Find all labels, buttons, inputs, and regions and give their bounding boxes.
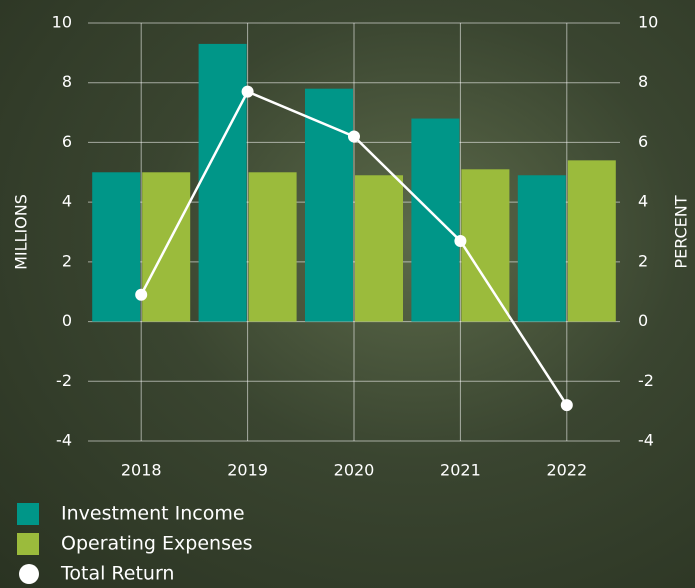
y2-axis-title: PERCENT [672, 195, 691, 268]
y2-tick-label: -4 [638, 431, 654, 450]
line-point [135, 288, 148, 301]
y-tick-label: 4 [62, 192, 72, 211]
y2-tick-label: 0 [638, 311, 648, 330]
line-point [348, 130, 360, 143]
legend-swatch [17, 533, 39, 555]
y2-tick-label: 10 [638, 13, 658, 32]
y2-tick-label: 6 [638, 132, 648, 151]
line-point [560, 399, 573, 412]
legend-label: Investment Income [61, 503, 245, 525]
bar [92, 172, 141, 322]
bar [355, 175, 403, 322]
y-tick-label: 10 [52, 13, 72, 32]
y2-tick-label: -2 [638, 371, 654, 390]
legend-swatch [19, 564, 39, 584]
line-point [454, 234, 467, 247]
bar [411, 118, 460, 322]
y-tick-label: 2 [62, 251, 72, 270]
y2-tick-label: 8 [638, 72, 648, 91]
y-tick-label: -4 [56, 431, 72, 450]
bar [248, 172, 297, 322]
bar [305, 88, 353, 322]
y-tick-label: 8 [62, 72, 72, 91]
y-axis-title: MILLIONS [12, 194, 31, 270]
y2-tick-label: 2 [638, 251, 648, 270]
legend-label: Total Return [60, 563, 174, 585]
line-point [241, 85, 254, 98]
x-tick-label: 2019 [227, 461, 268, 480]
legend-swatch [17, 503, 39, 525]
x-tick-label: 2020 [334, 461, 375, 480]
legend-label: Operating Expenses [61, 533, 253, 555]
x-tick-label: 2022 [546, 461, 587, 480]
x-tick-label: 2021 [440, 461, 481, 480]
y2-tick-label: 4 [638, 192, 648, 211]
y-tick-label: 6 [62, 132, 72, 151]
bar [198, 43, 247, 322]
bar [517, 175, 566, 322]
x-tick-label: 2018 [121, 461, 162, 480]
bar [567, 160, 616, 322]
y-tick-label: 0 [62, 311, 72, 330]
bar [461, 169, 510, 322]
y-tick-label: -2 [56, 371, 72, 390]
